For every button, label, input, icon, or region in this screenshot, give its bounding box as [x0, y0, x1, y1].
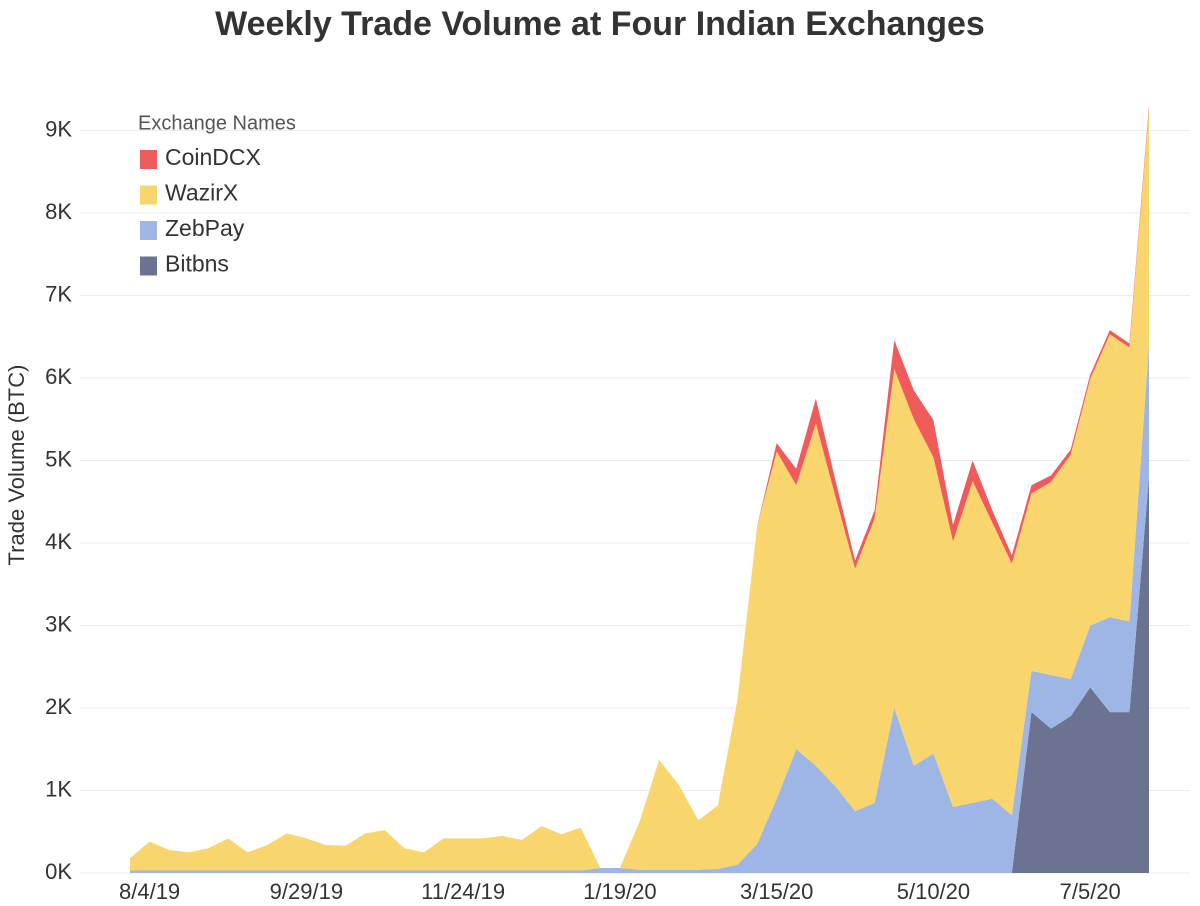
y-tick-label: 8K	[45, 199, 72, 224]
y-tick-label: 7K	[45, 281, 72, 306]
area	[130, 345, 1149, 873]
legend-label: Bitbns	[165, 251, 229, 277]
legend-label: CoinDCX	[165, 144, 261, 170]
x-tick-label: 3/15/20	[740, 879, 813, 904]
x-tick-label: 9/29/19	[270, 879, 343, 904]
y-tick-label: 6K	[45, 364, 72, 389]
area	[130, 477, 1149, 873]
y-axis-label: Trade Volume (BTC)	[4, 365, 29, 566]
legend-title: Exchange Names	[138, 112, 296, 134]
area	[130, 105, 1149, 869]
legend-swatch	[140, 256, 157, 276]
area	[130, 109, 1149, 871]
x-tick-label: 1/19/20	[583, 879, 656, 904]
legend-swatch	[140, 185, 157, 205]
x-tick-label: 11/24/19	[421, 879, 505, 904]
y-tick-label: 0K	[45, 859, 72, 884]
y-tick-label: 5K	[45, 446, 72, 471]
legend-swatch	[140, 221, 157, 240]
legend-label: WazirX	[165, 180, 238, 206]
x-tick-label: 5/10/20	[897, 879, 970, 904]
y-tick-label: 9K	[45, 116, 72, 141]
legend-label: ZebPay	[165, 215, 245, 241]
y-tick-label: 1K	[45, 776, 72, 801]
chart-title: Weekly Trade Volume at Four Indian Excha…	[215, 5, 985, 43]
legend-swatch	[140, 150, 157, 169]
x-tick-label: 7/5/20	[1060, 879, 1121, 904]
y-tick-label: 3K	[45, 611, 72, 636]
x-tick-label: 8/4/19	[119, 879, 180, 904]
y-tick-label: 2K	[45, 694, 72, 719]
y-tick-label: 4K	[45, 529, 72, 554]
